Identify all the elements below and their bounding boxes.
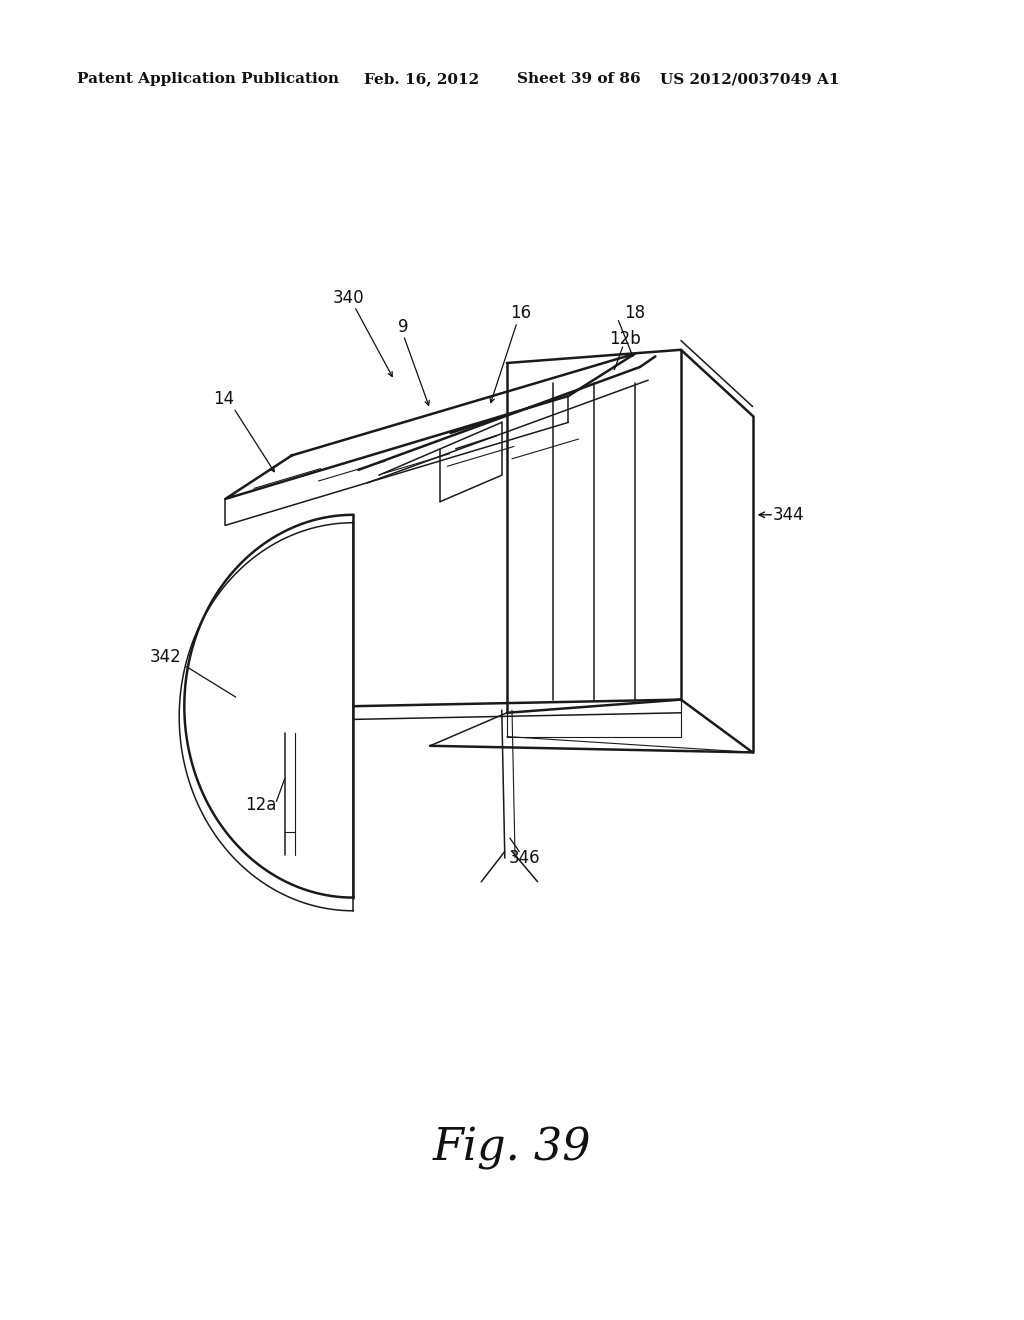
Text: Sheet 39 of 86: Sheet 39 of 86 (517, 73, 641, 86)
Text: 340: 340 (333, 289, 364, 308)
Text: 344: 344 (773, 506, 805, 524)
Text: 18: 18 (625, 304, 645, 322)
Text: 342: 342 (150, 648, 182, 667)
Text: 16: 16 (510, 304, 530, 322)
Text: 14: 14 (213, 389, 233, 408)
Text: Fig. 39: Fig. 39 (433, 1127, 591, 1170)
Text: 12a: 12a (246, 796, 276, 814)
Text: 9: 9 (398, 318, 409, 337)
Text: Feb. 16, 2012: Feb. 16, 2012 (364, 73, 478, 86)
Text: 12b: 12b (608, 330, 641, 348)
Text: 346: 346 (509, 849, 540, 867)
Text: US 2012/0037049 A1: US 2012/0037049 A1 (660, 73, 840, 86)
Text: Patent Application Publication: Patent Application Publication (77, 73, 339, 86)
